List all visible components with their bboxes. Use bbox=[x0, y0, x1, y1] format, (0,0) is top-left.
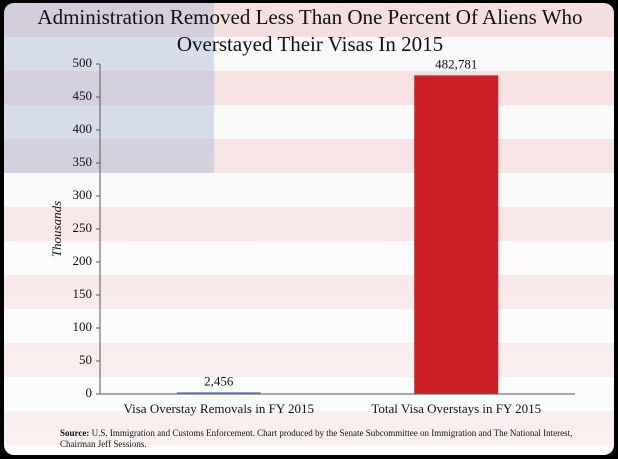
background bbox=[4, 3, 614, 455]
data-label: 482,781 bbox=[435, 56, 477, 71]
data-label: 2,456 bbox=[204, 373, 234, 388]
y-tick-label: 450 bbox=[73, 88, 93, 103]
x-tick-label: Total Visa Overstays in FY 2015 bbox=[371, 401, 541, 416]
y-tick-label: 0 bbox=[86, 385, 93, 400]
y-tick-label: 150 bbox=[73, 286, 93, 301]
bar bbox=[176, 392, 261, 394]
x-tick-label: Visa Overstay Removals in FY 2015 bbox=[124, 401, 314, 416]
y-tick-label: 250 bbox=[73, 220, 93, 235]
y-tick-label: 50 bbox=[79, 352, 92, 367]
bar bbox=[414, 75, 499, 395]
y-tick-label: 300 bbox=[73, 187, 93, 202]
y-axis-label: Thousands bbox=[49, 201, 64, 257]
chart-title: Administration Removed Less Than One Per… bbox=[37, 5, 583, 56]
flag-canton bbox=[4, 3, 214, 173]
y-tick-label: 350 bbox=[73, 154, 93, 169]
y-tick-label: 400 bbox=[73, 121, 93, 136]
y-tick-label: 100 bbox=[73, 319, 93, 334]
y-tick-label: 500 bbox=[73, 55, 93, 70]
source-label: Source: bbox=[60, 428, 90, 438]
source-note: Source: U.S. Immigration and Customs Enf… bbox=[60, 428, 590, 450]
source-text: U.S. Immigration and Customs Enforcement… bbox=[60, 428, 573, 449]
y-tick-label: 200 bbox=[73, 253, 93, 268]
